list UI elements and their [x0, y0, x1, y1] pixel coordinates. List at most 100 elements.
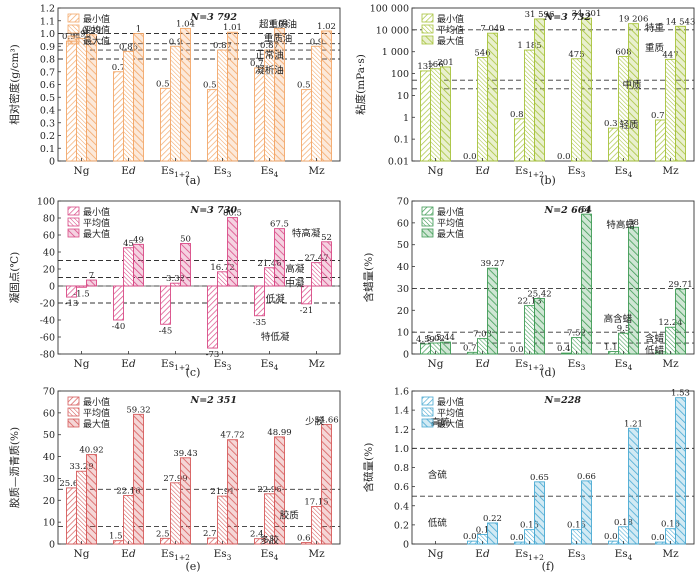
- zone-label: 胶质: [280, 510, 300, 522]
- bar-avg: [217, 49, 228, 162]
- data-label: 5.44: [436, 333, 455, 343]
- bar-avg: [264, 267, 275, 287]
- y-tick-label: 0.1: [394, 135, 409, 146]
- x-tick-label: Es4: [615, 548, 633, 562]
- bar-max: [628, 226, 639, 355]
- data-label: 1.52: [109, 532, 128, 542]
- bar-min: [420, 70, 431, 162]
- data-label: 45: [123, 239, 134, 249]
- y-tick-label: -40: [40, 316, 55, 327]
- data-label: 22.13: [517, 297, 541, 307]
- y-tick-label: 0: [49, 282, 55, 293]
- data-label: 39.43: [173, 449, 197, 459]
- bar-min: [254, 285, 265, 317]
- legend-entry: 最大值: [437, 35, 464, 47]
- bar-max: [180, 27, 191, 162]
- data-label: 27.47: [304, 254, 328, 264]
- plot-frame: [411, 7, 695, 162]
- x-tick-label: Es4: [261, 548, 279, 562]
- data-label: 0.56: [203, 81, 222, 91]
- data-label: 0.22: [483, 514, 502, 524]
- data-label: 67.5: [270, 220, 289, 230]
- bar-max: [274, 27, 285, 162]
- sample-count: N=2 664: [544, 205, 591, 216]
- x-tick-label: Es4: [261, 358, 279, 372]
- chart-panel-a: 00.10.20.30.40.50.60.70.80.91.01.11.2相对密…: [8, 4, 341, 187]
- panel-caption: (c): [186, 366, 201, 379]
- sample-count: N=3 730: [190, 205, 238, 216]
- x-tick-label: Ng: [74, 358, 90, 370]
- bar-avg: [123, 50, 134, 162]
- data-label: 2.75: [203, 529, 222, 539]
- legend-swatch: [67, 396, 80, 406]
- y-tick-label: 30: [43, 474, 55, 485]
- y-tick-label: 100: [391, 69, 409, 80]
- zone-label: 多胶: [260, 535, 280, 547]
- bar-max: [180, 457, 191, 545]
- zone-label: 含蜡: [645, 333, 665, 345]
- legend-entry: 最小值: [83, 13, 110, 25]
- data-label: 17.15: [304, 498, 328, 508]
- x-tick-label: Es1+2: [515, 358, 544, 372]
- y-tick-label: 0.9: [40, 42, 55, 53]
- x-tick-label: Ed: [121, 358, 136, 370]
- sample-count: N=228: [544, 395, 582, 406]
- data-label: 40.92: [79, 446, 103, 456]
- y-tick-label: 0.4: [394, 501, 409, 512]
- x-tick-label: Es3: [214, 548, 232, 562]
- y-tick-label: 20: [43, 265, 55, 276]
- bar-min: [514, 118, 525, 162]
- y-axis-label: 含蜡量(%): [362, 253, 375, 303]
- x-tick-label: Ed: [475, 548, 490, 560]
- chart-panel-b: 0.01 0.1 1 10 100 1 000 10 000 100 000 粘度(mPa·s)…: [354, 4, 695, 188]
- legend-swatch: [67, 13, 80, 23]
- data-label: 608: [615, 47, 631, 57]
- bar-max: [321, 424, 332, 545]
- y-tick-label: 60: [43, 408, 55, 419]
- bar-avg: [217, 271, 228, 287]
- data-label: 49: [133, 235, 144, 245]
- data-label: -21: [300, 306, 314, 316]
- sample-count: N=2 351: [190, 395, 237, 406]
- data-label: 0.86: [119, 42, 138, 52]
- zone-label: 超重质油: [259, 19, 297, 31]
- data-label: 1.02: [317, 22, 336, 32]
- data-label: 0.02: [510, 533, 529, 543]
- legend-swatch: [421, 13, 434, 23]
- bar-max: [440, 341, 451, 355]
- panel-caption: (e): [185, 560, 200, 573]
- chart-panel-c: -80 -60 -40 -20 0 20 40 60 80 100 凝固点(℃) -13-1.57 Ng…: [9, 197, 341, 379]
- data-label: -13: [65, 299, 79, 309]
- data-label: 4.59: [416, 335, 435, 345]
- data-label: 0.65: [530, 473, 549, 483]
- bar-avg: [170, 482, 181, 545]
- y-tick-label: 80: [43, 214, 55, 225]
- bar-avg: [618, 55, 629, 162]
- y-tick-label: 0.4: [40, 106, 55, 117]
- data-label: 16.72: [210, 263, 234, 273]
- data-label: 0.32: [604, 119, 623, 129]
- bar-max: [86, 454, 97, 545]
- y-tick-label: 1.0: [394, 444, 409, 455]
- bar-avg: [311, 45, 322, 162]
- bar-max: [274, 228, 285, 287]
- data-label: 47.72: [220, 431, 244, 441]
- data-label: 2.43: [250, 530, 269, 540]
- bar-max: [534, 297, 545, 355]
- bar-max: [274, 436, 285, 545]
- data-label: 0.1: [476, 525, 490, 535]
- data-label: 0.42: [557, 344, 576, 354]
- data-label: 0.02: [510, 345, 529, 355]
- bar-avg: [524, 305, 535, 355]
- y-tick-label: 40: [397, 262, 409, 273]
- data-label: -1.5: [73, 289, 89, 299]
- data-label: 52: [321, 233, 332, 243]
- data-label: 0.16: [661, 520, 680, 530]
- panel-caption: (f): [542, 560, 555, 573]
- bar-avg: [618, 332, 629, 355]
- legend-entry: 最大值: [83, 228, 110, 240]
- bar-max: [628, 427, 639, 545]
- data-label: 58: [628, 218, 639, 228]
- zone-label: 中凝: [285, 277, 305, 289]
